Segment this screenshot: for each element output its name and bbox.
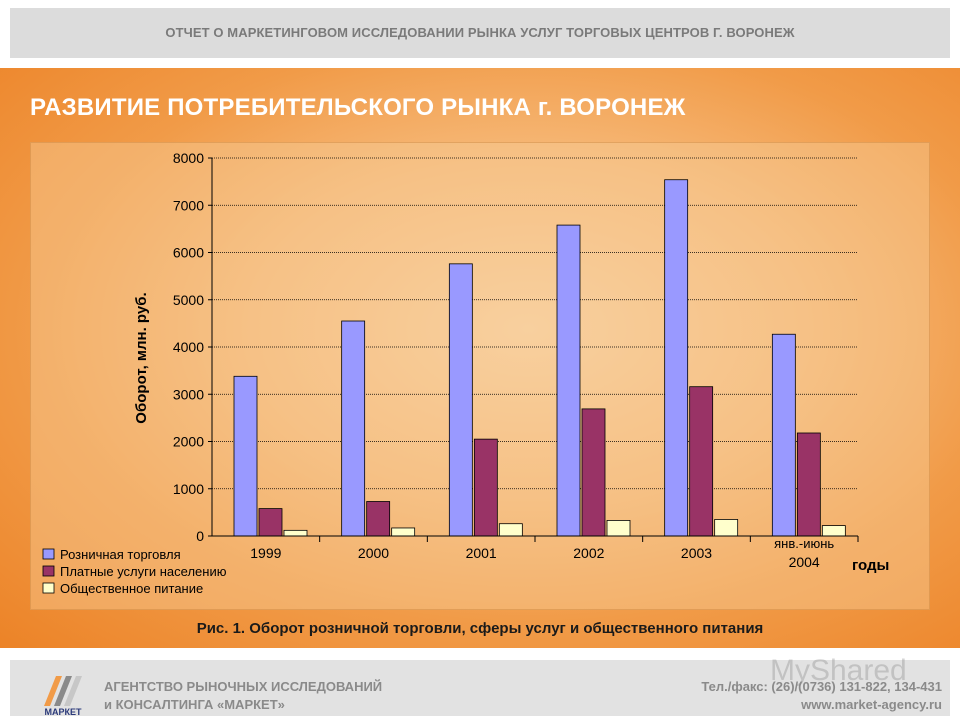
- x-tick-label: 1999: [250, 545, 281, 561]
- legend-swatch: [42, 582, 55, 594]
- report-title: ОТЧЕТ О МАРКЕТИНГОВОМ ИССЛЕДОВАНИИ РЫНКА…: [165, 25, 795, 40]
- slide-title: РАЗВИТИЕ ПОТРЕБИТЕЛЬСКОГО РЫНКА г. ВОРОН…: [30, 94, 686, 121]
- bar: [821, 525, 846, 537]
- bar: [391, 527, 416, 537]
- bar: [606, 520, 631, 537]
- chart-bars: [233, 179, 846, 537]
- y-tick-label: 8000: [173, 150, 204, 166]
- y-tick-label: 4000: [173, 339, 204, 355]
- legend-label: Общественное питание: [60, 581, 203, 596]
- legend-swatch: [42, 565, 55, 577]
- figure-caption: Рис. 1. Оборот розничной торговли, сферы…: [196, 620, 764, 637]
- header: ОТЧЕТ О МАРКЕТИНГОВОМ ИССЛЕДОВАНИИ РЫНКА…: [0, 0, 960, 68]
- footer-bar: [10, 660, 950, 716]
- legend-swatch: [42, 548, 55, 560]
- bar: [771, 333, 796, 537]
- website-link[interactable]: www.market-agency.ru: [801, 697, 942, 712]
- watermark-text: MyShared: [770, 654, 907, 687]
- footer: МАРКЕТ АГЕНТСТВО РЫНОЧНЫХ ИССЛЕДОВАНИЙ и…: [0, 648, 960, 720]
- y-tick-label: 5000: [173, 292, 204, 308]
- legend-label: Розничная торговля: [60, 547, 181, 562]
- company-name: АГЕНТСТВО РЫНОЧНЫХ ИССЛЕДОВАНИЙ и КОНСАЛ…: [104, 678, 382, 714]
- y-tick-label: 1000: [173, 481, 204, 497]
- bar: [233, 375, 258, 537]
- bar: [714, 519, 739, 537]
- x-axis-label: годы: [852, 557, 889, 574]
- chart-legend: Розничная торговля Платные услуги населен…: [42, 547, 227, 596]
- slide-body: РАЗВИТИЕ ПОТРЕБИТЕЛЬСКОГО РЫНКА г. ВОРОН…: [0, 68, 960, 648]
- bar: [341, 320, 366, 537]
- chart: 0 1000 2000 3000 4000 5000 6000 7000 8000 1999 20…: [42, 150, 889, 596]
- x-tick-label: 2000: [358, 545, 389, 561]
- bar: [664, 179, 689, 537]
- y-tick-label: 0: [196, 528, 204, 544]
- market-logo: МАРКЕТ: [44, 676, 82, 716]
- y-tick-label: 3000: [173, 386, 204, 402]
- bar: [473, 438, 498, 537]
- bar: [796, 432, 821, 537]
- company-line-2: и КОНСАЛТИНГА «МАРКЕТ»: [104, 697, 285, 712]
- y-axis-label: Оборот, млн. руб.: [133, 292, 150, 423]
- y-axis-ticks: 0 1000 2000 3000 4000 5000 6000 7000 8000: [173, 150, 212, 544]
- svg-text:МАРКЕТ: МАРКЕТ: [45, 707, 82, 716]
- x-tick-label: 2003: [681, 545, 712, 561]
- x-tick-label-period: янв.-июнь: [774, 536, 834, 551]
- x-tick-label: 2001: [466, 545, 497, 561]
- bar: [498, 523, 523, 537]
- phone-text: Тел./факс: (26)/(0736) 131-822, 134-431: [701, 679, 942, 694]
- bar: [283, 529, 308, 537]
- chart-gridlines: [212, 157, 858, 490]
- bar: [581, 408, 606, 537]
- bar: [366, 501, 391, 537]
- myshared-watermark: MyShared: [770, 654, 930, 694]
- y-tick-label: 7000: [173, 197, 204, 213]
- bar: [448, 263, 473, 537]
- company-line-1: АГЕНТСТВО РЫНОЧНЫХ ИССЛЕДОВАНИЙ: [104, 679, 383, 694]
- header-bar: [10, 8, 950, 58]
- x-axis-labels: 1999 2000 2001 2002 2003 янв.-июнь 2004: [250, 536, 859, 570]
- contacts: Тел./факс: (26)/(0736) 131-822, 134-431 …: [701, 678, 942, 714]
- bar: [556, 224, 581, 537]
- y-tick-label: 2000: [173, 434, 204, 450]
- bar: [689, 386, 714, 537]
- bar: [258, 508, 283, 537]
- y-tick-label: 6000: [173, 245, 204, 261]
- x-tick-label: 2004: [789, 554, 820, 570]
- x-tick-label: 2002: [573, 545, 604, 561]
- legend-label: Платные услуги населению: [60, 564, 227, 579]
